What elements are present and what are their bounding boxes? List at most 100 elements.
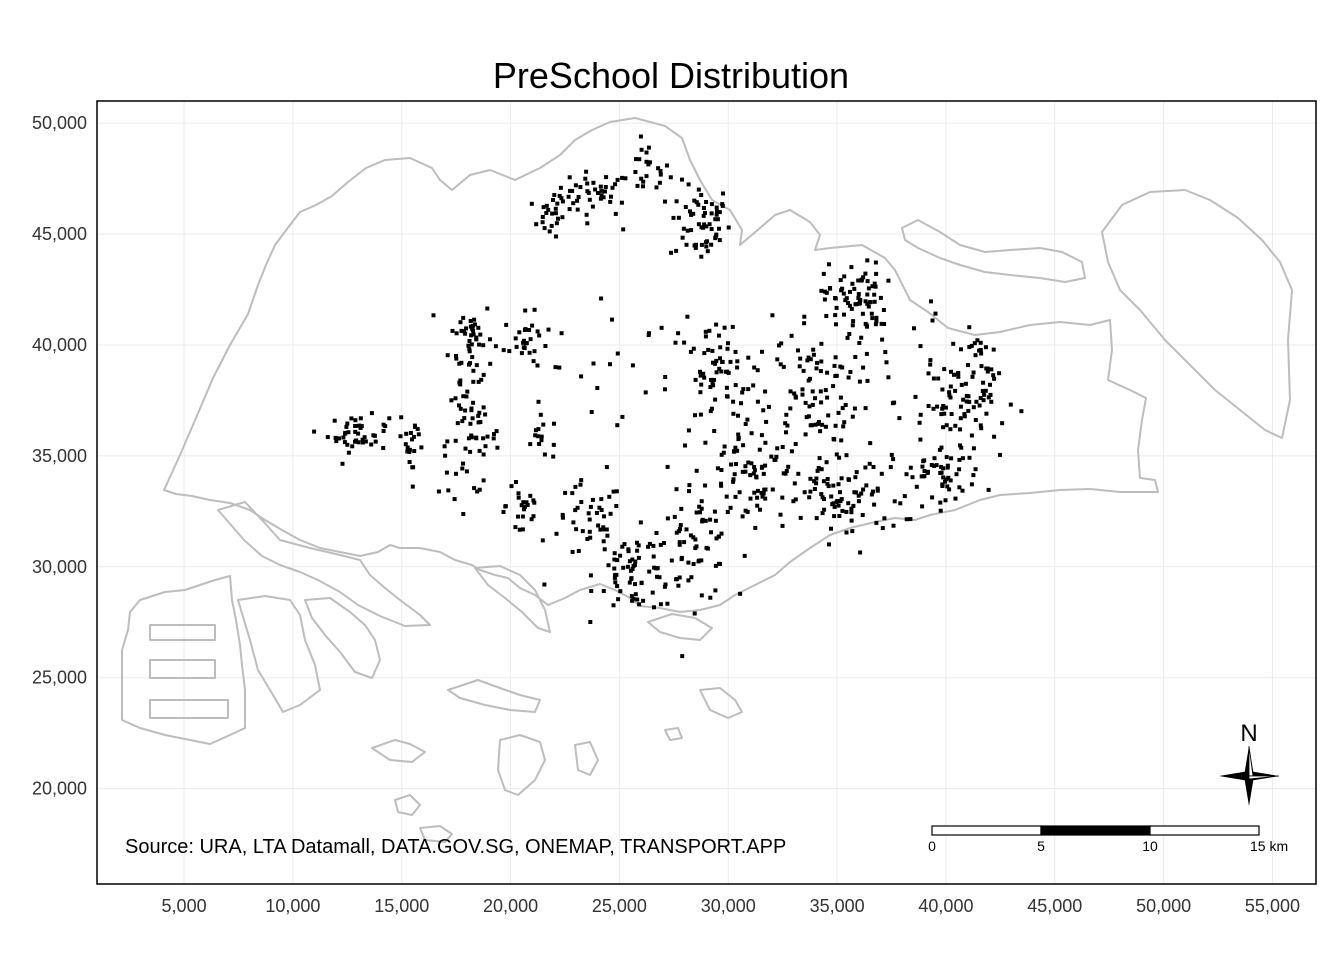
- x-tick-label: 20,000: [483, 896, 538, 916]
- preschool-point: [464, 394, 469, 399]
- preschool-point: [460, 419, 465, 424]
- preschool-point: [669, 250, 673, 255]
- preschool-point: [469, 406, 474, 411]
- preschool-point: [938, 500, 943, 505]
- preschool-point: [603, 189, 607, 194]
- preschool-point: [880, 337, 885, 342]
- preschool-point: [615, 584, 620, 589]
- preschool-point: [703, 334, 708, 339]
- preschool-point: [806, 355, 811, 360]
- preschool-point: [806, 414, 811, 419]
- preschool-point: [873, 284, 878, 289]
- preschool-point: [346, 430, 351, 435]
- preschool-point: [698, 412, 703, 417]
- preschool-point: [705, 546, 710, 551]
- preschool-point: [802, 321, 807, 326]
- preschool-point: [742, 553, 747, 558]
- preschool-point: [845, 335, 850, 340]
- preschool-point: [528, 442, 533, 447]
- preschool-point: [938, 508, 943, 513]
- preschool-point: [654, 531, 659, 535]
- preschool-point: [680, 235, 685, 240]
- preschool-point: [749, 461, 754, 466]
- preschool-point: [865, 301, 870, 306]
- preschool-point: [724, 385, 729, 390]
- preschool-point: [810, 389, 815, 394]
- preschool-point: [761, 408, 766, 413]
- preschool-point: [560, 215, 565, 220]
- preschool-point: [717, 333, 721, 338]
- preschool-point: [551, 198, 555, 202]
- preschool-point: [812, 487, 817, 491]
- preschool-point: [827, 542, 831, 547]
- preschool-point: [463, 408, 468, 413]
- preschool-point: [492, 432, 496, 436]
- preschool-point: [833, 423, 838, 428]
- preschool-point: [416, 432, 421, 437]
- preschool-point: [648, 160, 652, 165]
- preschool-point: [858, 299, 862, 304]
- preschool-point: [457, 380, 462, 385]
- preschool-point: [863, 271, 868, 276]
- preschool-point: [412, 423, 417, 428]
- preschool-point: [521, 500, 526, 505]
- preschool-point: [958, 427, 962, 432]
- preschool-point: [814, 481, 819, 486]
- preschool-point: [992, 434, 997, 439]
- preschool-point: [654, 185, 659, 190]
- preschool-point: [360, 440, 365, 445]
- preschool-point: [585, 189, 590, 194]
- preschool-point: [387, 416, 392, 421]
- preschool-point: [491, 436, 496, 441]
- preschool-point: [778, 362, 783, 367]
- changi-outline: [1101, 189, 1293, 439]
- preschool-point: [948, 478, 953, 483]
- preschool-point: [568, 188, 572, 193]
- preschool-point: [839, 288, 844, 293]
- preschool-point: [358, 425, 363, 430]
- preschool-point: [699, 225, 704, 230]
- preschool-point: [856, 278, 861, 283]
- preschool-point: [777, 343, 781, 348]
- preschool-point: [953, 423, 958, 428]
- preschool-point: [807, 495, 812, 500]
- preschool-point: [728, 359, 733, 364]
- preschool-point: [588, 620, 593, 624]
- preschool-point: [693, 413, 697, 418]
- preschool-point: [737, 490, 742, 495]
- preschool-point: [979, 426, 984, 431]
- preschool-point: [1008, 402, 1013, 407]
- preschool-point: [358, 416, 363, 421]
- preschool-point: [682, 340, 687, 345]
- preschool-point: [865, 378, 870, 383]
- preschool-point: [557, 365, 562, 370]
- preschool-point: [967, 325, 972, 330]
- preschool-point: [814, 476, 819, 481]
- preschool-point: [462, 416, 467, 421]
- preschool-point: [470, 323, 475, 328]
- preschool-point: [713, 588, 718, 593]
- preschool-point: [755, 503, 760, 508]
- preschool-point: [544, 203, 549, 208]
- preschool-point: [898, 501, 903, 506]
- preschool-point: [931, 406, 936, 411]
- preschool-point: [748, 473, 753, 478]
- preschool-point: [532, 307, 537, 312]
- preschool-point: [474, 435, 479, 440]
- preschool-point: [983, 388, 988, 393]
- preschool-point: [689, 228, 694, 233]
- preschool-point: [985, 369, 990, 374]
- preschool-point: [519, 503, 524, 508]
- preschool-point: [751, 471, 756, 476]
- preschool-point: [818, 389, 823, 394]
- preschool-point: [878, 295, 883, 300]
- preschool-point: [608, 199, 613, 204]
- preschool-point: [539, 438, 544, 443]
- preschool-point: [501, 348, 506, 353]
- preschool-point: [823, 424, 828, 429]
- preschool-point: [411, 465, 416, 470]
- preschool-point: [978, 396, 983, 400]
- preschool-point: [619, 200, 624, 205]
- preschool-point: [646, 162, 651, 167]
- preschool-point: [844, 509, 849, 514]
